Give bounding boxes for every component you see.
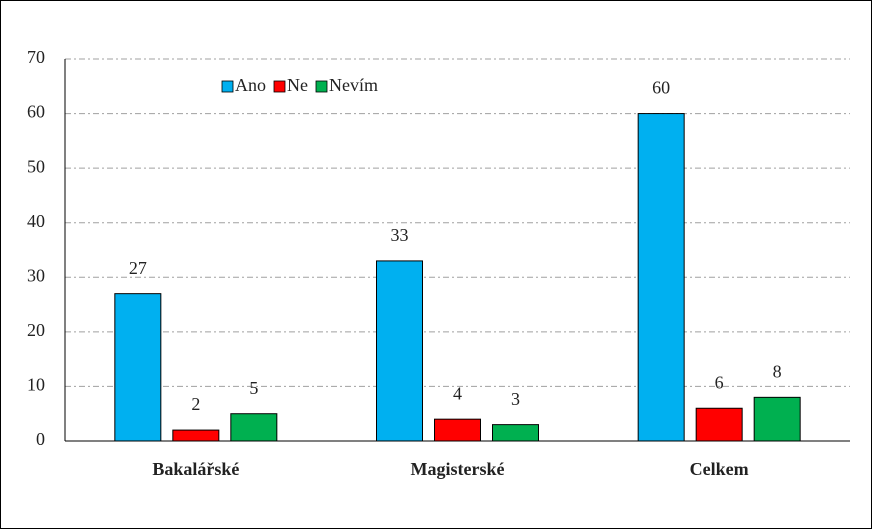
bar bbox=[376, 260, 423, 442]
legend-swatch bbox=[315, 80, 328, 93]
data-label: 2 bbox=[191, 394, 200, 414]
y-tick-label: 20 bbox=[27, 320, 45, 340]
legend-swatch bbox=[221, 80, 234, 93]
y-tick-label: 10 bbox=[27, 375, 45, 395]
data-label: 8 bbox=[773, 361, 782, 381]
bar bbox=[230, 413, 278, 442]
y-tick-label: 0 bbox=[36, 429, 45, 449]
data-label: 4 bbox=[453, 383, 462, 403]
y-tick-label: 40 bbox=[27, 211, 45, 231]
data-label: 3 bbox=[511, 389, 520, 409]
data-label: 33 bbox=[391, 225, 409, 245]
legend-swatch bbox=[273, 80, 286, 93]
bar bbox=[753, 396, 801, 442]
data-label: 60 bbox=[652, 78, 670, 98]
bar bbox=[172, 429, 220, 442]
data-label: 6 bbox=[715, 372, 724, 392]
bar bbox=[637, 113, 685, 442]
x-tick-label: Magisterské bbox=[411, 459, 505, 479]
x-tick-label: Bakalářské bbox=[152, 459, 239, 479]
bar bbox=[114, 293, 162, 442]
x-tick-label: Celkem bbox=[690, 459, 749, 479]
y-tick-label: 60 bbox=[27, 102, 45, 122]
y-tick-label: 50 bbox=[27, 156, 45, 176]
bar bbox=[492, 424, 539, 442]
data-label: 5 bbox=[249, 378, 258, 398]
y-tick-label: 70 bbox=[27, 47, 45, 67]
y-tick-label: 30 bbox=[27, 265, 45, 285]
legend-label: Nevím bbox=[329, 75, 378, 95]
data-label: 27 bbox=[129, 258, 147, 278]
legend-label: Ne bbox=[287, 75, 308, 95]
bar bbox=[695, 407, 743, 442]
bar bbox=[434, 418, 481, 442]
legend-label: Ano bbox=[235, 75, 266, 95]
